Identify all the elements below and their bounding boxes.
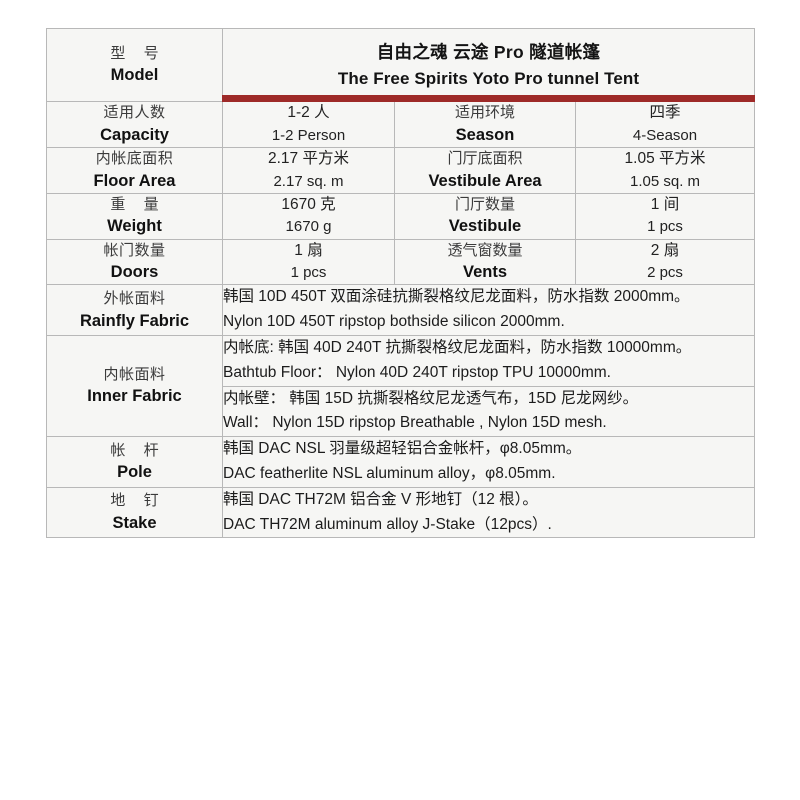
row-label-en: Vents bbox=[462, 263, 508, 282]
model-name-cn: 自由之魂 云途 Pro 隧道帐篷 bbox=[376, 41, 601, 62]
row-label-rainfly-fabric: 外帐面料 Rainfly Fabric bbox=[46, 284, 223, 336]
row-label-en: Model bbox=[110, 66, 159, 85]
row-desc-en: DAC featherlite NSL aluminum alloy，φ8.05… bbox=[223, 464, 556, 482]
row-label-cn: 门厅数量 bbox=[454, 195, 515, 213]
row-label-cn: 透气窗数量 bbox=[447, 241, 523, 259]
row-label-cn: 适用人数 bbox=[103, 104, 166, 121]
row-value-doors: 1 扇 1 pcs bbox=[222, 238, 395, 286]
table-row-inner-fabric: 内帐面料 Inner Fabric 内帐底: 韩国 40D 240T 抗撕裂格纹… bbox=[46, 334, 756, 438]
row-label-en: Pole bbox=[117, 463, 152, 482]
row-desc-en: DAC TH72M aluminum alloy J-Stake（12pcs）. bbox=[223, 515, 552, 533]
row-value-en: 2.17 sq. m bbox=[273, 172, 344, 190]
row-value-cn: 1 扇 bbox=[294, 241, 323, 259]
row-label-cn: 适用环境 bbox=[454, 104, 515, 121]
row-value-en: 1 pcs bbox=[647, 218, 683, 236]
row-value-en: 2 pcs bbox=[647, 264, 683, 282]
row-desc-cn: 内帐底: 韩国 40D 240T 抗撕裂格纹尼龙面料，防水指数 10000mm。 bbox=[223, 338, 692, 356]
row-value-cn: 1670 克 bbox=[281, 196, 336, 213]
row-label-en: Inner Fabric bbox=[87, 387, 182, 406]
row-value-floor-area: 2.17 平方米 2.17 sq. m bbox=[222, 146, 395, 194]
row-label-cn: 型 号 bbox=[110, 44, 166, 62]
table-row-weight: 重 量 Weight 1670 克 1670 g 门厅数量 Vestibule … bbox=[46, 192, 756, 240]
row-label-pole: 帐 杆 Pole bbox=[46, 436, 223, 488]
row-label-stake: 地 钉 Stake bbox=[46, 486, 223, 539]
row-label-cn: 内帐底面积 bbox=[95, 149, 174, 167]
row-value-cn: 2.17 平方米 bbox=[268, 150, 349, 168]
row-value-vents: 2 扇 2 pcs bbox=[574, 238, 756, 286]
row-label-weight: 重 量 Weight bbox=[46, 192, 223, 240]
row-label-season: 适用环境 Season bbox=[394, 101, 576, 148]
row-value-stake: 韩国 DAC TH72M 铝合金 V 形地钉（12 根）。 DAC TH72M … bbox=[221, 486, 756, 539]
row-label-cn: 外帐面料 bbox=[103, 289, 166, 307]
row-label-en: Doors bbox=[110, 263, 159, 282]
row-label-en: Weight bbox=[107, 217, 162, 236]
row-label-vents: 透气窗数量 Vents bbox=[394, 238, 576, 286]
row-label-vestibule: 门厅数量 Vestibule bbox=[394, 192, 576, 240]
row-value-en: 1-2 Person bbox=[271, 126, 346, 144]
row-label-en: Floor Area bbox=[93, 171, 176, 190]
row-label-en: Season bbox=[455, 125, 515, 144]
row-label-inner-fabric: 内帐面料 Inner Fabric bbox=[46, 334, 223, 438]
row-value-cn: 1.05 平方米 bbox=[624, 150, 706, 168]
table-row-doors: 帐门数量 Doors 1 扇 1 pcs 透气窗数量 Vents 2 扇 2 p… bbox=[46, 238, 756, 286]
inner-fabric-wall-cell: 内帐壁： 韩国 15D 抗撕裂格纹尼龙透气布，15D 尼龙网纱。 Wall： N… bbox=[223, 386, 755, 437]
row-desc-cn: 韩国 DAC TH72M 铝合金 V 形地钉（12 根）。 bbox=[223, 490, 538, 508]
row-label-en: Rainfly Fabric bbox=[79, 311, 190, 330]
model-name-cell: 自由之魂 云途 Pro 隧道帐篷 The Free Spirits Yoto P… bbox=[221, 28, 756, 102]
accent-bar bbox=[222, 95, 756, 102]
table-row-capacity: 适用人数 Capacity 1-2 人 1-2 Person 适用环境 Seas… bbox=[46, 101, 756, 148]
row-value-inner-fabric: 内帐底: 韩国 40D 240T 抗撕裂格纹尼龙面料，防水指数 10000mm。… bbox=[221, 334, 756, 438]
inner-fabric-subrow-wall: 内帐壁： 韩国 15D 抗撕裂格纹尼龙透气布，15D 尼龙网纱。 Wall： N… bbox=[223, 386, 755, 437]
model-name-en: The Free Spirits Yoto Pro tunnel Tent bbox=[337, 68, 640, 88]
row-value-cn: 1 间 bbox=[650, 196, 680, 213]
row-desc-cn: 韩国 10D 450T 双面涂硅抗撕裂格纹尼龙面料，防水指数 2000mm。 bbox=[223, 288, 690, 306]
table-row-floor-area: 内帐底面积 Floor Area 2.17 平方米 2.17 sq. m 门厅底… bbox=[46, 146, 756, 194]
row-value-pole: 韩国 DAC NSL 羽量级超轻铝合金帐杆，φ8.05mm。 DAC feath… bbox=[221, 436, 756, 488]
row-desc-en: Nylon 10D 450T ripstop bothside silicon … bbox=[223, 313, 565, 331]
row-label-en: Stake bbox=[112, 513, 157, 532]
row-label-capacity: 适用人数 Capacity bbox=[46, 101, 223, 148]
row-label-cn: 帐 杆 bbox=[110, 441, 166, 459]
row-value-cn: 2 扇 bbox=[650, 241, 680, 259]
row-label-cn: 帐门数量 bbox=[103, 241, 166, 259]
row-label-en: Vestibule Area bbox=[428, 171, 542, 190]
table-row-stake: 地 钉 Stake 韩国 DAC TH72M 铝合金 V 形地钉（12 根）。 … bbox=[46, 486, 756, 539]
row-label-cn: 重 量 bbox=[110, 195, 166, 213]
inner-fabric-floor-cell: 内帐底: 韩国 40D 240T 抗撕裂格纹尼龙面料，防水指数 10000mm。… bbox=[223, 335, 755, 387]
row-desc-cn: 内帐壁： 韩国 15D 抗撕裂格纹尼龙透气布，15D 尼龙网纱。 bbox=[223, 389, 639, 407]
row-value-en: 4-Season bbox=[632, 126, 698, 144]
row-label-en: Capacity bbox=[100, 125, 169, 144]
row-value-weight: 1670 克 1670 g bbox=[222, 192, 395, 240]
row-label-model: 型 号 Model bbox=[46, 28, 223, 102]
table-row-model: 型 号 Model 自由之魂 云途 Pro 隧道帐篷 The Free Spir… bbox=[46, 28, 756, 102]
row-value-cn: 1-2 人 bbox=[287, 104, 330, 122]
row-value-capacity: 1-2 人 1-2 Person bbox=[222, 101, 395, 148]
row-label-cn: 门厅底面积 bbox=[447, 149, 523, 167]
row-label-cn: 地 钉 bbox=[110, 492, 166, 510]
row-desc-en: Bathtub Floor： Nylon 40D 240T ripstop TP… bbox=[223, 363, 611, 381]
inner-fabric-subrow-floor: 内帐底: 韩国 40D 240T 抗撕裂格纹尼龙面料，防水指数 10000mm。… bbox=[223, 335, 755, 387]
tent-specification-table: 型 号 Model 自由之魂 云途 Pro 隧道帐篷 The Free Spir… bbox=[46, 28, 756, 539]
row-label-floor-area: 内帐底面积 Floor Area bbox=[46, 146, 223, 194]
row-desc-en: Wall： Nylon 15D ripstop Breathable , Nyl… bbox=[223, 414, 607, 432]
row-label-cn: 内帐面料 bbox=[103, 365, 166, 383]
row-value-vestibule: 1 间 1 pcs bbox=[574, 192, 756, 240]
row-value-vestibule-area: 1.05 平方米 1.05 sq. m bbox=[574, 146, 756, 194]
row-label-doors: 帐门数量 Doors bbox=[46, 238, 223, 286]
table-row-pole: 帐 杆 Pole 韩国 DAC NSL 羽量级超轻铝合金帐杆，φ8.05mm。 … bbox=[46, 436, 756, 488]
row-label-en: Vestibule bbox=[448, 217, 522, 236]
row-value-rainfly-fabric: 韩国 10D 450T 双面涂硅抗撕裂格纹尼龙面料，防水指数 2000mm。 N… bbox=[221, 284, 756, 336]
row-desc-cn: 韩国 DAC NSL 羽量级超轻铝合金帐杆，φ8.05mm。 bbox=[223, 440, 582, 458]
row-value-en: 1.05 sq. m bbox=[629, 172, 701, 190]
row-label-vestibule-area: 门厅底面积 Vestibule Area bbox=[394, 146, 576, 194]
row-value-cn: 四季 bbox=[649, 104, 681, 122]
row-value-en: 1670 g bbox=[285, 218, 332, 236]
inner-fabric-subtable: 内帐底: 韩国 40D 240T 抗撕裂格纹尼龙面料，防水指数 10000mm。… bbox=[223, 335, 755, 437]
row-value-en: 1 pcs bbox=[290, 264, 327, 282]
table-row-rainfly-fabric: 外帐面料 Rainfly Fabric 韩国 10D 450T 双面涂硅抗撕裂格… bbox=[46, 284, 756, 336]
row-value-season: 四季 4-Season bbox=[574, 101, 756, 148]
